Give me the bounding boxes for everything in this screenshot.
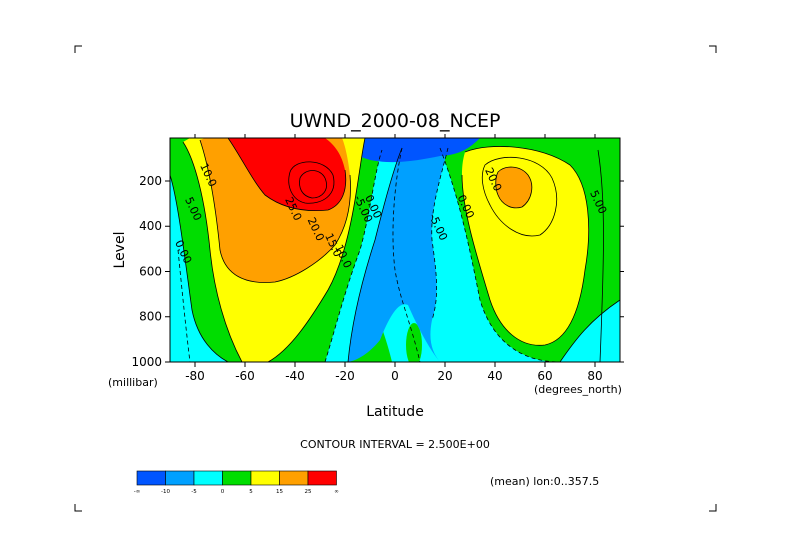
colorbar-swatch <box>279 470 309 486</box>
region-cyan-east <box>560 300 620 362</box>
colorbar-label: -5 <box>191 489 197 495</box>
colorbar-label: 5 <box>249 489 253 495</box>
contour-line <box>495 166 533 209</box>
colorbar-label: ∞ <box>334 489 339 495</box>
colorbar-swatch <box>307 470 337 486</box>
colorbar: -∞ -10 -5 0 5 15 25 ∞ <box>134 470 339 495</box>
crop-mark-bottom-right <box>709 504 717 512</box>
y-tick-label: 1000 <box>131 355 162 369</box>
contour-line <box>288 161 335 204</box>
contour-line <box>170 174 229 362</box>
colorbar-swatch <box>250 470 280 486</box>
plot-area <box>170 138 620 362</box>
colorbar-label: 15 <box>276 489 283 495</box>
x-tick-label: -40 <box>285 369 305 383</box>
crop-mark-top-right <box>709 45 717 53</box>
contour-interval-label: CONTOUR INTERVAL = 2.500E+00 <box>300 438 490 451</box>
y-tick-label: 200 <box>139 174 162 188</box>
y-tick-label: 800 <box>139 310 162 324</box>
x-tick-label: 40 <box>487 369 502 383</box>
contour-line <box>199 139 351 283</box>
contour-line <box>347 147 403 362</box>
region-orange-north <box>495 167 532 208</box>
x-tick-label: 60 <box>537 369 552 383</box>
x-tick-label: 20 <box>437 369 452 383</box>
chart-title: UWND_2000-08_NCEP <box>290 110 501 132</box>
contour-line-negative <box>439 147 561 362</box>
contour-line <box>597 149 604 362</box>
colorbar-swatch <box>165 470 195 486</box>
region-darkblue-upper <box>330 138 480 163</box>
x-tick-label: 80 <box>587 369 602 383</box>
colorbar-swatch <box>136 470 166 486</box>
contour-line <box>227 138 347 212</box>
colorbar-swatch <box>193 470 223 486</box>
contour-line <box>182 141 243 362</box>
region-green-lower-tropics <box>406 323 422 362</box>
x-units-label: (degrees_north) <box>534 383 622 396</box>
crop-mark-bottom-left <box>74 504 82 512</box>
crop-mark-top-left <box>74 45 82 53</box>
contour-lines <box>170 138 620 362</box>
contour-line <box>267 138 366 362</box>
contour-line-negative <box>177 249 191 362</box>
y-tick-label: 400 <box>139 219 162 233</box>
footer-lon-label: (mean) lon:0..357.5 <box>490 475 599 488</box>
contour-lines-negative <box>177 147 561 362</box>
x-axis-title: Latitude <box>366 404 424 420</box>
contour-line <box>461 146 590 346</box>
region-red-south <box>228 138 346 211</box>
colorbar-swatch <box>222 470 252 486</box>
crop-marks <box>74 45 717 512</box>
colorbar-label: 25 <box>305 489 312 495</box>
region-blue-tropics <box>348 148 448 362</box>
contour-line-negative <box>392 147 421 362</box>
colorbar-label: -10 <box>161 489 170 495</box>
y-tick-label: 600 <box>139 264 162 278</box>
contour-line <box>481 156 558 237</box>
colorbar-label: 0 <box>221 489 225 495</box>
contour-line <box>559 299 620 362</box>
x-tick-label: -20 <box>335 369 355 383</box>
x-tick-label: -80 <box>185 369 205 383</box>
x-tick-label: -60 <box>235 369 255 383</box>
x-tick-label: 0 <box>391 369 399 383</box>
y-units-label: (millibar) <box>108 376 158 389</box>
y-axis-title: Level <box>112 232 128 269</box>
colorbar-label: -∞ <box>134 489 141 495</box>
contour-line-negative <box>431 147 449 321</box>
contour-line <box>299 170 327 199</box>
axes: -80 -60 -40 -20 0 20 40 60 80 200 400 600 800 1000 <box>131 134 624 383</box>
